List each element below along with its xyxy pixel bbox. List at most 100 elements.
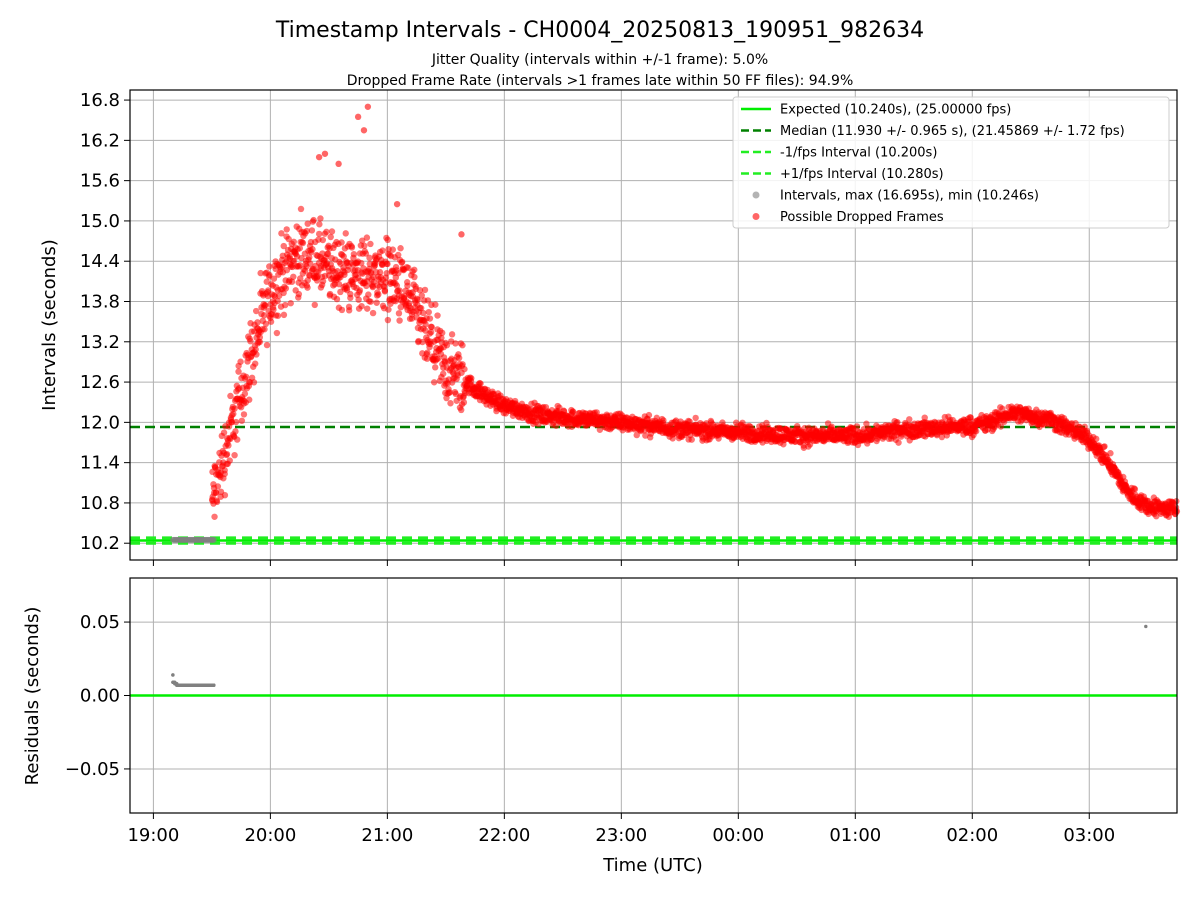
x-tick-label: 23:00 [595, 825, 647, 846]
dropped-frame-point [287, 300, 294, 307]
dropped-frame-point [311, 301, 318, 309]
dropped-frame-point [660, 417, 667, 424]
dropped-frame-point [225, 442, 232, 449]
top-y-tick-label: 10.2 [80, 533, 120, 554]
dropped-frame-point [427, 328, 435, 336]
dropped-frame-point [999, 405, 1006, 412]
dropped-frame-point [341, 271, 348, 278]
top-y-tick-label: 10.8 [80, 493, 120, 514]
top-y-tick-label: 12.6 [80, 372, 120, 393]
top-y-tick-label: 11.4 [80, 453, 120, 474]
dropped-frame-point [1131, 485, 1139, 493]
residual-point [200, 683, 204, 687]
chart-subtitle-dropped: Dropped Frame Rate (intervals >1 frames … [347, 73, 854, 89]
bottom-y-tick-label: 0.05 [80, 612, 120, 633]
dropped-frame-point [290, 257, 298, 265]
dropped-frame-point [422, 321, 429, 328]
legend-label: +1/fps Interval (10.280s) [780, 167, 944, 182]
legend-box [732, 96, 1170, 229]
bottom-panel-content [130, 624, 1177, 697]
dropped-frame-point [307, 260, 314, 267]
dropped-frame-point [347, 290, 354, 298]
dropped-frame-point [358, 259, 365, 267]
x-tick-label: 21:00 [361, 825, 413, 846]
dropped-frame-point [921, 414, 928, 421]
residual-point [180, 683, 185, 687]
dropped-frame-point [375, 291, 382, 298]
dropped-frame-point [396, 317, 403, 324]
dropped-frame-point [645, 411, 653, 419]
dropped-frame-point [283, 226, 290, 233]
dropped-frame-point [327, 233, 334, 241]
residual-point [212, 683, 216, 687]
dropped-frame-point [430, 379, 438, 386]
dropped-frame-point [309, 246, 316, 253]
legend-label: -1/fps Interval (10.200s) [780, 146, 937, 161]
dropped-frame-point [319, 236, 327, 244]
dropped-frame-point [411, 273, 418, 281]
dropped-frame-point [424, 349, 431, 356]
dropped-frame-point [231, 451, 238, 459]
dropped-frame-point [362, 250, 370, 257]
dropped-frame-point [280, 242, 287, 250]
dropped-frame-point [426, 315, 434, 322]
dropped-frame-point [373, 299, 380, 306]
dropped-frame-point [252, 346, 259, 353]
bottom-panel-ticks: 19:00 20:00 21:00 22:00 23:00 00:00 01:00 02:00… [65, 612, 1115, 846]
dropped-frame-point [278, 230, 285, 237]
legend-label: Possible Dropped Frames [780, 210, 944, 225]
dropped-frame-point [220, 429, 228, 436]
dropped-frame-point [411, 266, 418, 273]
dropped-frame-point [253, 351, 260, 358]
dropped-frame-point [853, 423, 861, 430]
dropped-frame-point [421, 286, 429, 294]
dropped-frame-point [461, 365, 468, 373]
dropped-frame-point [285, 235, 292, 243]
dropped-frame-point [223, 450, 231, 458]
dropped-frame-point [416, 287, 424, 294]
dropped-frame-point [452, 390, 459, 398]
dropped-frame-point [895, 439, 902, 446]
dropped-frame-point [395, 269, 402, 277]
dropped-frame-point [417, 304, 425, 312]
dropped-frame-point [385, 306, 392, 313]
dropped-frame-point [213, 498, 221, 506]
dropped-frame-point [692, 414, 699, 422]
dropped-frame-point [420, 309, 427, 317]
dropped-frame-point [364, 103, 372, 110]
top-y-tick-label: 13.2 [80, 332, 120, 353]
legend-label: Intervals, max (16.695s), min (10.246s) [780, 189, 1039, 204]
dropped-frame-point [295, 290, 303, 298]
dropped-frame-point [324, 250, 332, 257]
dropped-frame-point [241, 390, 249, 397]
dropped-frame-point [468, 375, 475, 382]
top-y-tick-label: 13.8 [80, 292, 120, 313]
top-panel-grid [130, 90, 1177, 560]
dropped-frame-point [367, 240, 374, 248]
dropped-frame-point [458, 231, 465, 238]
dropped-frame-point [423, 355, 431, 362]
dropped-frame-point [393, 200, 401, 208]
dropped-frame-point [227, 392, 234, 400]
top-y-axis-label: Intervals (seconds) [39, 239, 60, 411]
dropped-frame-point [246, 396, 253, 403]
bottom-y-axis-label: Residuals (seconds) [22, 607, 43, 786]
dropped-frame-point [262, 320, 270, 328]
dropped-frame-point [370, 273, 377, 281]
dropped-frame-point [335, 160, 342, 168]
dropped-frame-point [367, 298, 374, 305]
dropped-frame-point [232, 418, 240, 426]
dropped-frame-point [261, 326, 268, 333]
dropped-frame-point [274, 312, 282, 319]
residual-point [190, 683, 195, 687]
bottom-y-tick-label: −0.05 [65, 759, 120, 780]
dropped-frame-point [360, 127, 368, 134]
dropped-frame-point [399, 258, 406, 266]
dropped-frame-point [354, 113, 362, 121]
dropped-frame-point [214, 483, 222, 490]
dropped-frame-point [263, 341, 271, 349]
dropped-frame-point [455, 354, 463, 362]
dropped-frame-point [363, 234, 371, 241]
residual-point [171, 673, 175, 677]
dropped-frame-point [317, 215, 324, 222]
